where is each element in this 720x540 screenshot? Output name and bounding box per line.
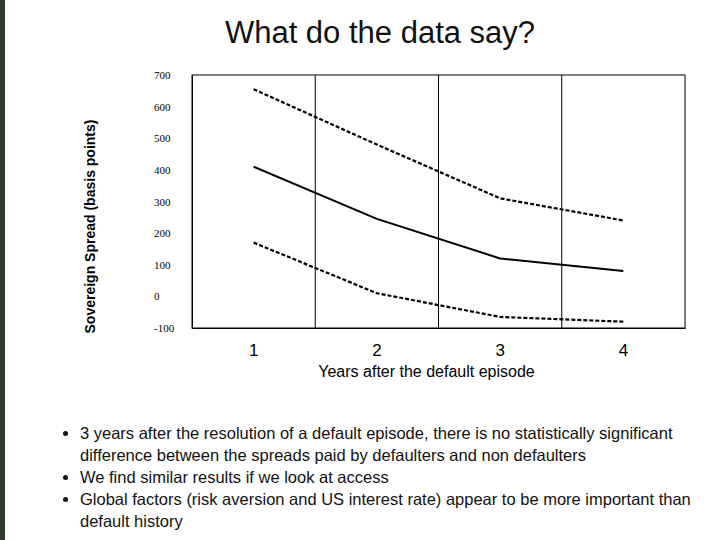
grid-line — [561, 75, 562, 328]
note: Global factors (risk aversion and US int… — [80, 488, 720, 532]
side-strip — [0, 0, 5, 540]
y-tick: 100 — [154, 259, 192, 271]
y-tick: -100 — [154, 322, 192, 334]
series-line — [254, 167, 624, 271]
title: What do the data say? — [225, 15, 535, 50]
grid-line — [438, 75, 439, 328]
x-tick: 3 — [495, 328, 504, 360]
grid-line — [315, 75, 316, 328]
series-line — [254, 89, 624, 220]
note: 3 years after the resolution of a defaul… — [80, 422, 720, 466]
y-tick-label: 700 — [154, 69, 171, 81]
notes: 3 years after the resolution of a defaul… — [60, 422, 720, 532]
series-line — [254, 243, 624, 322]
y-tick-label: 500 — [154, 132, 171, 144]
y-tick-label: 400 — [154, 164, 171, 176]
x-tick: 1 — [249, 328, 258, 360]
x-tick-label: 1 — [249, 341, 258, 360]
y-tick: 300 — [154, 196, 192, 208]
y-tick-label: 200 — [154, 227, 171, 239]
note: We find similar results if we look at ac… — [80, 466, 720, 488]
y-tick-label: -100 — [154, 322, 175, 334]
y-tick: 200 — [154, 227, 192, 239]
y-tick-label: 600 — [154, 101, 171, 113]
chart: What do the data say? -100 0 100 200 300 400 50… — [0, 0, 720, 410]
y-tick-label: 300 — [154, 196, 171, 208]
y-axis-line — [192, 76, 193, 329]
y-axis: -100 0 100 200 300 400 500 600 700 — [154, 69, 193, 334]
y-tick: 600 — [154, 101, 192, 113]
plot-frame — [192, 75, 685, 328]
y-tick-label: 100 — [154, 259, 171, 271]
series-group — [254, 89, 624, 321]
y-axis-title: Sovereign Spread (basis points) — [82, 120, 98, 334]
y-tick: 500 — [154, 132, 192, 144]
x-tick: 2 — [372, 328, 381, 360]
x-tick-label: 4 — [619, 341, 628, 360]
y-tick: 400 — [154, 164, 192, 176]
x-tick-label: 2 — [372, 341, 381, 360]
x-tick-label: 3 — [495, 341, 504, 360]
x-tick: 4 — [619, 328, 628, 360]
y-tick: 0 — [154, 290, 192, 302]
y-tick: 700 — [154, 69, 192, 81]
x-axis: 1 2 3 4 — [193, 328, 686, 360]
y-tick-label: 0 — [154, 290, 160, 302]
x-axis-line — [193, 328, 686, 329]
x-axis-title: Years after the default episode — [318, 363, 535, 380]
